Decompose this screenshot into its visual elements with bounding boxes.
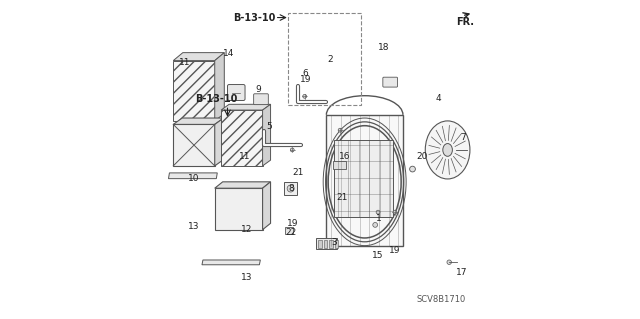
Bar xyxy=(285,227,293,234)
Polygon shape xyxy=(215,118,223,166)
Text: 14: 14 xyxy=(223,49,235,58)
Text: 10: 10 xyxy=(188,174,200,183)
Text: 11: 11 xyxy=(239,152,251,161)
Polygon shape xyxy=(262,182,271,230)
Ellipse shape xyxy=(410,166,415,172)
Text: 12: 12 xyxy=(241,225,252,234)
Polygon shape xyxy=(221,104,271,110)
Text: 1: 1 xyxy=(376,214,382,223)
Polygon shape xyxy=(168,173,218,179)
Ellipse shape xyxy=(291,148,294,152)
Text: 19: 19 xyxy=(300,75,312,84)
Polygon shape xyxy=(215,182,271,188)
Ellipse shape xyxy=(425,121,470,179)
Ellipse shape xyxy=(303,94,307,98)
Text: 4: 4 xyxy=(435,94,441,103)
Bar xyxy=(333,161,346,169)
Text: 5: 5 xyxy=(266,122,272,130)
Text: 7: 7 xyxy=(461,133,467,142)
Bar xyxy=(316,238,337,249)
FancyBboxPatch shape xyxy=(253,94,268,105)
Text: 2: 2 xyxy=(328,55,333,63)
Text: SCV8B1710: SCV8B1710 xyxy=(417,295,466,304)
Bar xyxy=(335,240,338,248)
Bar xyxy=(288,13,362,105)
Text: 19: 19 xyxy=(389,246,401,255)
Text: 3: 3 xyxy=(332,238,337,247)
Text: 6: 6 xyxy=(302,69,308,78)
Text: 22: 22 xyxy=(285,228,297,237)
Polygon shape xyxy=(202,260,260,265)
Text: 13: 13 xyxy=(241,273,252,282)
Polygon shape xyxy=(221,110,262,166)
Text: 17: 17 xyxy=(456,268,468,277)
Polygon shape xyxy=(215,53,224,121)
FancyBboxPatch shape xyxy=(383,77,397,87)
Text: 18: 18 xyxy=(378,43,390,52)
Polygon shape xyxy=(262,104,271,166)
Text: 20: 20 xyxy=(417,152,428,161)
Bar xyxy=(284,182,297,195)
Text: 13: 13 xyxy=(188,222,200,231)
Text: 16: 16 xyxy=(339,152,351,161)
Text: 19: 19 xyxy=(287,219,299,228)
Text: 9: 9 xyxy=(255,85,260,94)
Ellipse shape xyxy=(443,144,452,156)
Ellipse shape xyxy=(287,185,294,192)
Text: 8: 8 xyxy=(289,184,294,193)
Polygon shape xyxy=(326,115,403,246)
Polygon shape xyxy=(173,124,215,166)
Text: FR.: FR. xyxy=(456,17,474,27)
Text: 21: 21 xyxy=(337,193,348,202)
Text: B-13-10: B-13-10 xyxy=(195,94,237,104)
Text: 21: 21 xyxy=(292,168,303,177)
Ellipse shape xyxy=(393,210,397,214)
Polygon shape xyxy=(173,118,223,124)
FancyBboxPatch shape xyxy=(227,85,245,100)
Text: B-13-10: B-13-10 xyxy=(234,12,276,23)
Text: 15: 15 xyxy=(372,251,383,260)
Ellipse shape xyxy=(338,128,342,132)
Polygon shape xyxy=(173,61,215,121)
Polygon shape xyxy=(334,140,394,217)
Ellipse shape xyxy=(376,210,380,214)
Text: 11: 11 xyxy=(179,58,190,67)
Polygon shape xyxy=(215,188,262,230)
Bar xyxy=(330,240,333,248)
Polygon shape xyxy=(173,53,224,61)
Bar xyxy=(324,240,327,248)
Bar xyxy=(319,240,321,248)
Ellipse shape xyxy=(372,223,378,227)
Ellipse shape xyxy=(447,260,451,264)
